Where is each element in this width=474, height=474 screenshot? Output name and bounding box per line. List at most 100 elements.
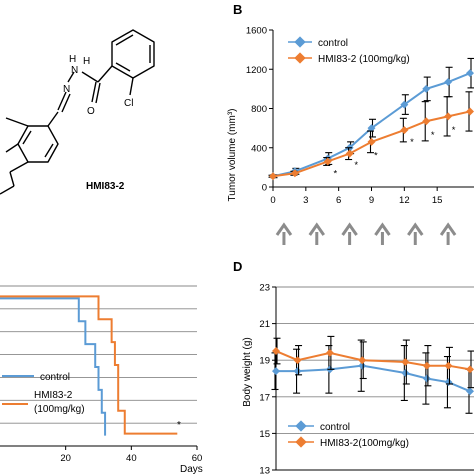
amide-bond (81, 71, 99, 83)
significance-star: * (452, 125, 456, 136)
ring-cl-bond (129, 77, 134, 96)
x-tick-label: 6 (336, 195, 341, 206)
panel-d-legend: control HMI83-2(100mg/kg) (288, 420, 409, 449)
methine-bond (47, 111, 59, 127)
treated-data-point (422, 117, 431, 126)
carbonyl-bond (97, 65, 113, 83)
dosing-arrow-head (341, 222, 358, 236)
x-tick-label: 0 (270, 195, 275, 206)
x-tick-label: 9 (369, 195, 374, 206)
treated-data-point (325, 348, 334, 357)
significance-star: * (334, 169, 338, 180)
treated-data-point (422, 361, 431, 370)
control-data-point (367, 124, 376, 133)
control-data-point (401, 369, 410, 378)
aromatic-bond (22, 130, 32, 145)
treated-data-point (401, 358, 410, 367)
atom-o-label: O (87, 106, 95, 117)
control-survival-line (0, 297, 107, 436)
control-data-point (272, 367, 280, 376)
significance-star: * (410, 137, 414, 148)
imine-double-bond (61, 93, 71, 113)
panel-d-y-axis-title: Body weight (g) (242, 337, 253, 406)
legend-control-marker (294, 36, 306, 48)
treated-data-point (466, 107, 474, 116)
x-tick-label: 12 (399, 195, 410, 206)
dosing-arrows (275, 222, 457, 245)
significance-star: * (431, 130, 435, 141)
chlorophenyl-ring (111, 29, 155, 79)
structure-atom-labels: N H H N O Cl (63, 54, 133, 117)
x-tick-label: 15 (432, 195, 443, 206)
control-data-point (293, 367, 302, 376)
control-data-point (444, 78, 453, 87)
y-tick-label: 1200 (246, 65, 267, 76)
treated-data-point (367, 137, 376, 146)
dosing-arrow-head (407, 222, 424, 236)
aromatic-bond (44, 143, 54, 158)
carbazole-benzene-ring (17, 125, 59, 163)
atom-h-label: H (83, 56, 90, 67)
treated-data-point (400, 126, 409, 135)
y-tick-label: 400 (251, 143, 267, 154)
imine-double-bond (57, 91, 67, 111)
significance-star: * (374, 150, 378, 161)
legend-control-label: control (318, 38, 348, 49)
control-data-point (358, 361, 367, 370)
y-tick-label: 19 (259, 356, 270, 367)
dosing-arrow-head (374, 222, 391, 236)
legend-treated-dose: (100mg/kg) (34, 404, 85, 415)
control-data-point (422, 374, 431, 383)
legend-treated-label: HMI83-2 (100mg/kg) (318, 54, 410, 65)
y-tick-label: 17 (259, 392, 270, 403)
treated-data-point (269, 172, 277, 181)
treated-data-point (345, 149, 354, 158)
legend-control-label: control (320, 422, 350, 433)
survival-chart: 20 40 60 (0, 285, 203, 464)
dosing-arrow-head (439, 222, 457, 236)
x-tick-label: 60 (192, 453, 203, 464)
treated-data-point (358, 356, 367, 365)
y-tick-label: 0 (262, 183, 267, 194)
legend-control-marker (295, 420, 307, 432)
treated-data-point (293, 356, 302, 365)
carbonyl-double-bond (91, 81, 97, 103)
control-data-point (466, 69, 474, 78)
panel-d-letter: D (233, 259, 242, 274)
compound-label: HMI83-2 (86, 181, 125, 192)
y-tick-label: 1600 (246, 26, 267, 37)
y-tick-label: 21 (259, 319, 270, 330)
control-data-point (466, 387, 474, 396)
chemical-structure (0, 29, 155, 195)
panel-c-legend: control HMI83-2 (100mg/kg) (2, 372, 85, 415)
legend-treated-marker (294, 52, 306, 64)
y-tick-label: 13 (259, 466, 270, 474)
days-axis-title: Days (180, 464, 203, 474)
panel-b-y-axis-title: Tumor volume (mm³) (227, 109, 238, 202)
dosing-arrow-head (308, 222, 326, 236)
atom-h-label: H (69, 54, 76, 65)
significance-star: * (177, 420, 181, 431)
x-tick-label: 40 (126, 453, 137, 464)
atom-n-label: N (71, 65, 78, 76)
ethyl-bond (0, 185, 15, 195)
treated-data-point (444, 112, 453, 121)
legend-treated-label: HMI83-2 (34, 390, 73, 401)
ethyl-bond (9, 171, 15, 187)
carbazole-ring-bond (5, 117, 29, 127)
atom-n-label: N (63, 84, 70, 95)
significance-star: * (354, 160, 358, 171)
y-tick-label: 23 (259, 283, 270, 294)
treated-data-point (272, 347, 280, 356)
tumor-volume-chart: 0 400 800 1200 1600 0 3 6 9 12 15 * * * * * * (246, 26, 474, 206)
x-tick-label: 3 (303, 195, 308, 206)
aromatic-bond (115, 62, 131, 72)
legend-treated-marker (295, 436, 307, 448)
control-data-point (400, 100, 409, 109)
control-data-point (444, 378, 453, 387)
dosing-arrow-head (275, 222, 293, 236)
treated-data-point (323, 157, 332, 166)
treated-data-point (444, 361, 453, 370)
control-data-point (422, 84, 431, 93)
